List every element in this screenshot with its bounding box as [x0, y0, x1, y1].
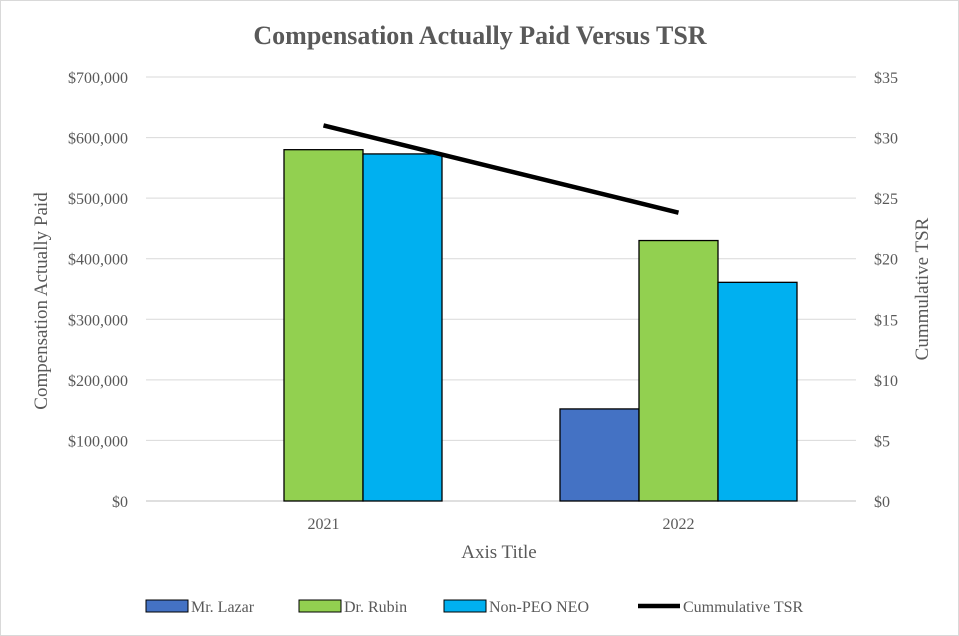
x-axis-title: Axis Title — [461, 542, 537, 563]
y-tick-label: $700,000 — [68, 70, 128, 87]
y-tick-label: $200,000 — [68, 373, 128, 390]
chart-title: Compensation Actually Paid Versus TSR — [253, 21, 706, 50]
y-tick-label: $100,000 — [68, 433, 128, 450]
legend-swatch-non-peo-neo — [443, 599, 487, 613]
bar-mr-lazar-2022 — [559, 408, 640, 502]
bar-non-peo-neo-2022 — [717, 281, 798, 502]
legend-swatch-dr-rubin — [298, 599, 342, 613]
y2-tick-label: $15 — [874, 312, 898, 329]
x-tick-label: 2021 — [308, 516, 340, 533]
legend: Mr. Lazar Dr. Rubin Non-PEO NEO Cummulative… — [145, 599, 803, 616]
legend-label-dr-rubin: Dr. Rubin — [344, 599, 407, 616]
bar-dr-rubin-2022 — [638, 239, 719, 502]
legend-label-mr-lazar: Mr. Lazar — [191, 599, 255, 616]
legend-swatch-mr-lazar — [145, 599, 189, 613]
y2-tick-label: $35 — [874, 70, 898, 87]
legend-label-non-peo-neo: Non-PEO NEO — [489, 599, 589, 616]
y-tick-label: $500,000 — [68, 191, 128, 208]
y-tick-label: $400,000 — [68, 252, 128, 269]
bar-dr-rubin-2021 — [283, 149, 364, 502]
y-tick-label: $600,000 — [68, 131, 128, 148]
legend-label-cummulative-tsr: Cummulative TSR — [683, 599, 803, 616]
grid-layer — [146, 76, 856, 502]
y2-tick-label: $0 — [874, 494, 890, 511]
y-axis-title: Compensation Actually Paid — [31, 192, 52, 410]
y2-tick-label: $30 — [874, 131, 898, 148]
x-tick-label: 2022 — [663, 516, 695, 533]
ticks-layer: $0 $0 $100,000 $5 $200,000 $10 $300,000 $15 $400… — [68, 70, 898, 533]
y-tick-label: $0 — [112, 494, 128, 511]
line-cummulative-tsr — [322, 123, 680, 215]
y2-tick-label: $25 — [874, 191, 898, 208]
y2-tick-label: $20 — [874, 252, 898, 269]
y2-axis-title: Cummulative TSR — [912, 217, 933, 360]
y2-tick-label: $5 — [874, 433, 890, 450]
bar-non-peo-neo-2021 — [362, 153, 443, 502]
y2-tick-label: $10 — [874, 373, 898, 390]
y-tick-label: $300,000 — [68, 312, 128, 329]
line-layer — [322, 123, 680, 215]
bars-layer — [283, 149, 798, 502]
